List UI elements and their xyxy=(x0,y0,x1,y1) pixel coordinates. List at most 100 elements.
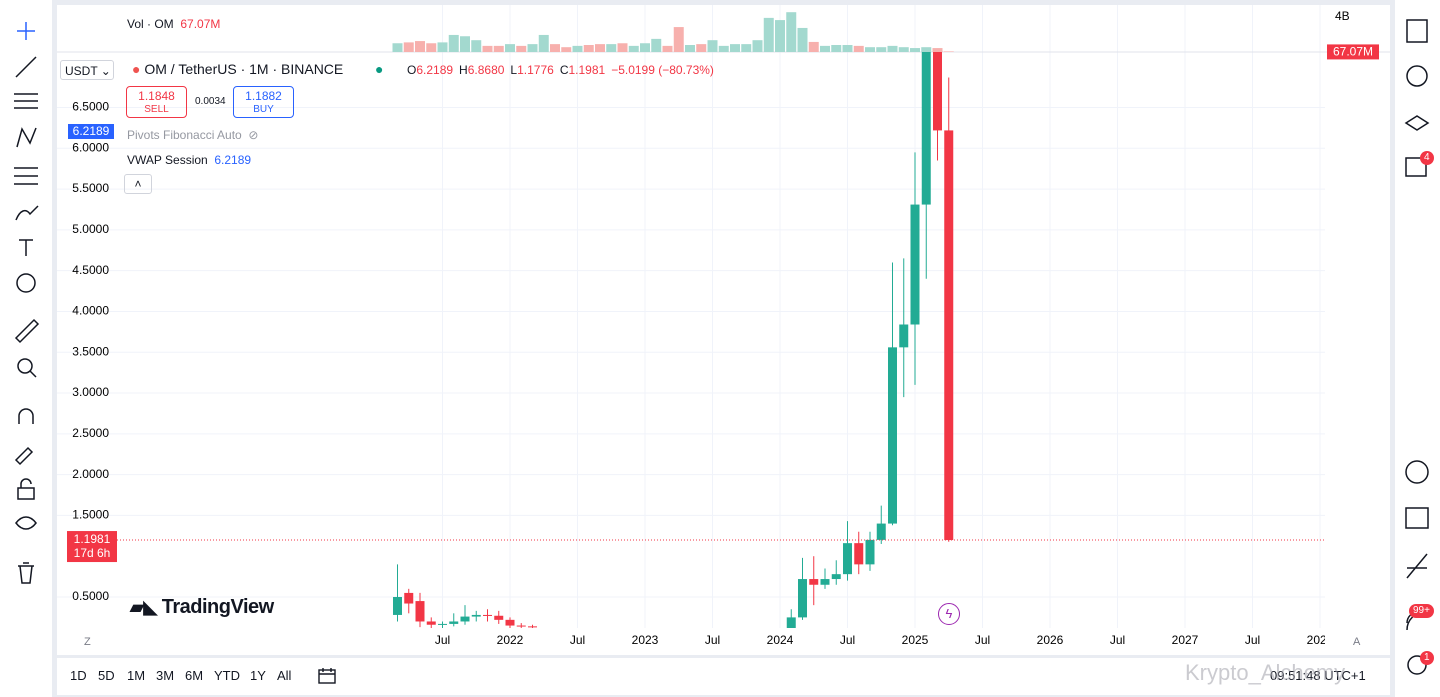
volume-bar xyxy=(538,34,549,52)
indicator-legend: Pivots Fibonacci Auto ⊘ xyxy=(127,128,259,142)
volume-bar xyxy=(718,45,729,52)
delete-tool[interactable] xyxy=(18,562,34,584)
y-tick-label: 4.5000 xyxy=(72,263,109,277)
spread: 0.0034 xyxy=(195,96,226,107)
buy-label: BUY xyxy=(253,104,274,115)
volume-bar xyxy=(887,45,898,52)
volume-bar xyxy=(921,47,932,52)
timeframe-button[interactable]: All xyxy=(277,668,292,683)
market-status: ● xyxy=(375,61,384,77)
lock-draw-tool[interactable] xyxy=(14,446,34,466)
ruler-tool[interactable] xyxy=(14,318,40,344)
ohlc-legend: O6.2189 H6.8680 L1.1776 C1.1981 −5.0199 (−80… xyxy=(407,63,714,77)
timeframe-button[interactable]: 5D xyxy=(98,668,115,683)
y-tick-label: 1.5000 xyxy=(72,508,109,522)
ideas-icon[interactable] xyxy=(1405,460,1429,484)
pattern-tool[interactable] xyxy=(16,127,37,148)
calendar-icon[interactable] xyxy=(1405,507,1429,529)
currency-select[interactable]: USDT ⌄ xyxy=(60,60,114,80)
ohlc-value: 6.2189 xyxy=(416,63,454,77)
x-tick-label: 2024 xyxy=(767,633,794,647)
candle-body xyxy=(865,539,875,565)
sell-label: SELL xyxy=(144,104,169,115)
volume-bar xyxy=(820,45,830,52)
text-tool[interactable] xyxy=(19,239,33,256)
trade-icon[interactable] xyxy=(1406,553,1428,579)
volume-bar xyxy=(471,40,482,52)
symbol-title: ● OM / TetherUS · 1M · BINANCE xyxy=(132,61,344,77)
volume-bar xyxy=(640,43,650,52)
timeframe-button[interactable]: 3M xyxy=(156,668,175,683)
fib-tool[interactable] xyxy=(14,93,38,109)
sell-button[interactable]: 1.1848 SELL xyxy=(126,86,187,118)
timeframe-button[interactable]: 1Y xyxy=(250,668,266,683)
scale-button[interactable]: Z xyxy=(84,636,91,648)
date-range-icon[interactable] xyxy=(317,666,339,686)
y-tick-label: 6.5000 xyxy=(72,100,109,114)
y-tick-label: 2.5000 xyxy=(72,426,109,440)
volume-bar xyxy=(831,45,842,52)
zoom-tool[interactable] xyxy=(17,358,33,374)
candle-body xyxy=(494,615,504,620)
volume-bar xyxy=(932,48,943,52)
buy-price: 1.1882 xyxy=(245,89,282,103)
magnet-tool[interactable] xyxy=(18,408,34,424)
scale-button[interactable]: A xyxy=(1353,636,1361,648)
watchlist-icon[interactable] xyxy=(1406,19,1428,43)
brush-tool[interactable] xyxy=(15,205,39,221)
crosshair-tool[interactable] xyxy=(17,22,35,40)
volume-bar xyxy=(392,43,403,52)
timeframe-button[interactable]: 1M xyxy=(127,668,146,683)
ohlc-key: C xyxy=(559,63,569,77)
y-tick-label: 5.0000 xyxy=(72,222,109,236)
chart-pane xyxy=(57,5,1390,655)
volume-bar xyxy=(842,45,853,52)
lock-tool[interactable] xyxy=(17,487,35,500)
hide-tool[interactable] xyxy=(15,516,37,530)
drawing-tools xyxy=(14,22,40,584)
vwap-value: 6.2189 xyxy=(214,153,252,167)
ohlc-value: 1.1776 xyxy=(517,63,554,77)
volume-value: 67.07M xyxy=(180,17,221,31)
notifications-icon[interactable] xyxy=(1407,655,1427,675)
volume-bar xyxy=(617,43,628,52)
x-tick-label: Jul xyxy=(975,633,990,647)
candle-body xyxy=(933,52,942,131)
countdown-label: 17d 6h xyxy=(74,546,111,560)
volume-bar xyxy=(482,45,493,52)
volume-bar xyxy=(696,44,707,52)
timeframe-button[interactable]: 6M xyxy=(185,668,204,683)
volume-bar xyxy=(808,41,819,52)
trend-line-tool[interactable] xyxy=(15,56,37,78)
timeframe-button[interactable]: YTD xyxy=(214,668,240,683)
candle-body xyxy=(899,324,909,348)
forecast-tool[interactable] xyxy=(14,167,38,185)
events-marker[interactable]: ϟ xyxy=(938,603,960,625)
timeframe-button[interactable]: 1D xyxy=(70,668,87,683)
volume-bar xyxy=(437,42,448,52)
volume-bar xyxy=(460,36,470,52)
chat-icon[interactable] xyxy=(1405,157,1427,177)
emoji-tool[interactable] xyxy=(16,273,36,293)
volume-bar xyxy=(763,17,774,53)
volume-bar xyxy=(662,45,673,52)
volume-bar xyxy=(898,47,909,52)
volume-bar xyxy=(910,48,920,52)
x-tick-label: Jul xyxy=(570,633,585,647)
volume-bar xyxy=(583,45,594,52)
candle-body xyxy=(460,616,470,622)
ohlc-key: L xyxy=(510,63,518,77)
volume-bar xyxy=(595,44,605,52)
last-price-box xyxy=(67,531,117,563)
widget-icons xyxy=(1404,19,1430,675)
buy-button[interactable]: 1.1882 BUY xyxy=(233,86,294,118)
vwap-legend: VWAP Session 6.2189 xyxy=(127,153,251,167)
alerts-icon[interactable] xyxy=(1406,65,1428,87)
bottom-toolbar xyxy=(57,658,1390,695)
candle-body xyxy=(426,621,436,625)
layers-icon[interactable] xyxy=(1404,115,1430,131)
collapse-legend[interactable]: ˄ xyxy=(124,174,152,194)
candle-body xyxy=(888,347,897,524)
